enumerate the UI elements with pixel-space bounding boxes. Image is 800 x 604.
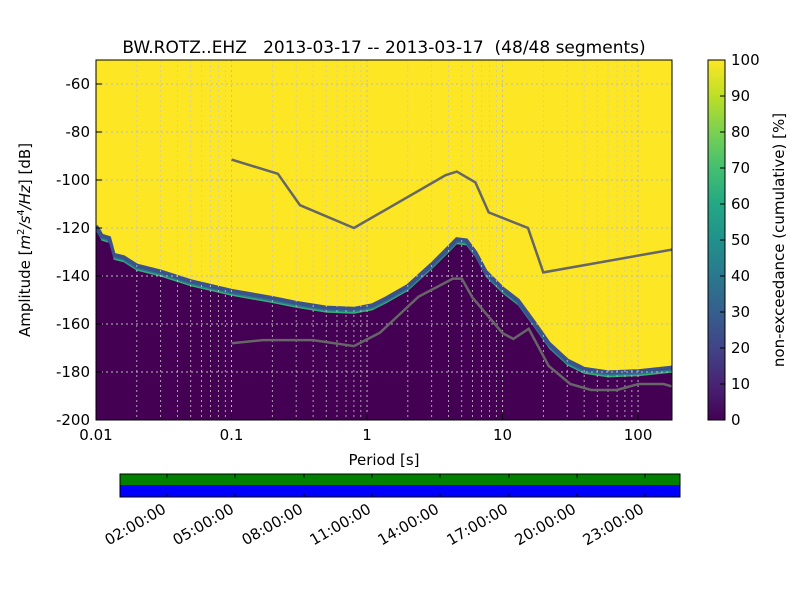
plot-area [96,60,672,420]
y-tick-label: -180 [56,363,90,381]
colorbar-tick-label: 10 [731,375,750,393]
x-tick-label: 0.1 [220,426,244,444]
y-axis-label: Amplitude [m2/s4/Hz] [dB] [16,143,34,337]
coverage-used-band [120,485,680,497]
x-tick-label: 10 [493,426,512,444]
y-tick-label: -100 [56,171,90,189]
colorbar-tick-label: 0 [731,411,741,429]
coverage-bar: 02:00:00 05:00:00 08:00:00 11:00:00 14:00:00… [102,473,681,549]
coverage-tick-label: 08:00:00 [239,500,306,549]
colorbar-label: non-exceedance (cumulative) [%] [770,113,788,367]
colorbar-tick-label: 30 [731,303,750,321]
grid [96,60,672,420]
colorbar-tick-label: 60 [731,195,750,213]
noise-model-nlnm [231,277,672,392]
coverage-tick-label: 20:00:00 [512,500,579,549]
colorbar-tick-label: 50 [731,231,750,249]
chart-title: BW.ROTZ..EHZ 2013-03-17 -- 2013-03-17 (4… [122,38,645,58]
coverage-tick-label: 17:00:00 [444,500,511,549]
colorbar-tick-label: 70 [731,159,750,177]
psd-low-region [96,231,672,420]
psd-transition-band-3 [96,224,672,375]
y-tick-label: -60 [66,75,91,93]
x-axis-label: Period [s] [348,451,419,469]
coverage-tick-label: 11:00:00 [307,500,374,549]
y-tick-label: -120 [56,219,90,237]
x-tick-label: 1 [362,426,372,444]
colorbar-tick-label: 40 [731,267,750,285]
noise-model-nhnm [231,158,672,274]
y-tick-label: -80 [66,123,91,141]
colorbar-tick-label: 80 [731,123,750,141]
coverage-tick-label: 23:00:00 [580,500,647,549]
x-tick-label: 100 [624,426,653,444]
y-tick-label: -200 [56,411,90,429]
coverage-tick-label: 02:00:00 [102,500,169,549]
y-tick-label: -160 [56,315,90,333]
coverage-tick-label: 14:00:00 [375,500,442,549]
coverage-data-band [120,474,680,485]
colorbar-tick-label: 20 [731,339,750,357]
colorbar-tick-label: 90 [731,87,750,105]
colorbar-tick-label: 100 [731,51,760,69]
x-tick-label: 0.01 [79,426,112,444]
coverage-frame [119,473,681,498]
plot-frame [95,59,673,421]
y-tick-label: -140 [56,267,90,285]
coverage-tick-label: 05:00:00 [170,500,237,549]
